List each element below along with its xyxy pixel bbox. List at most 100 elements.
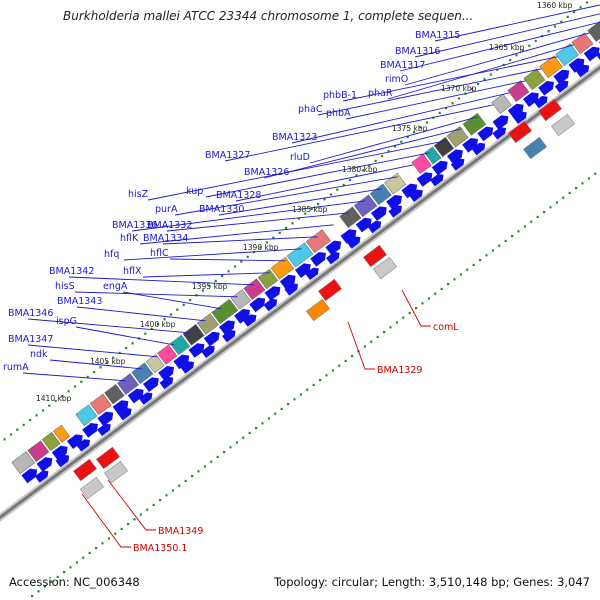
tick-dot: [325, 374, 328, 377]
tick-dot: [594, 172, 597, 175]
forward-arrow: [97, 411, 114, 427]
forward-arrow: [431, 160, 448, 176]
scale-tick-label: 1395 kbp: [192, 282, 228, 291]
forward-arrow: [127, 388, 144, 404]
forward-gene-arrows: [21, 35, 600, 484]
highlighted-gene-track: [73, 98, 575, 500]
gene-leader: [218, 188, 382, 216]
forward-arrow: [553, 69, 570, 85]
tick-dot: [555, 201, 558, 204]
tick-dot: [235, 441, 238, 444]
gene-label: hfq: [104, 249, 119, 260]
tick-dot: [112, 356, 115, 359]
tick-dot: [246, 255, 249, 258]
tick-dot: [415, 307, 418, 310]
tick-dot: [9, 433, 12, 436]
tick-dot: [280, 407, 283, 410]
tick-dot: [479, 259, 482, 262]
highlighted-gene-label: BMA1329: [377, 365, 422, 376]
scale-tick-label: 1380 kbp: [342, 165, 378, 174]
gene-leader: [139, 224, 334, 245]
forward-arrow: [55, 454, 70, 468]
forward-arrow: [284, 283, 298, 296]
gene-block: [104, 384, 125, 405]
tick-dot: [293, 398, 296, 401]
forward-arrow: [554, 80, 569, 93]
tick-dot: [387, 150, 390, 153]
sequence-summary: Topology: circular; Length: 3,510,148 bp…: [274, 575, 590, 589]
gene-block: [555, 43, 579, 66]
tick-dot: [43, 585, 46, 588]
forward-arrow: [492, 115, 509, 130]
tick-dot: [579, 6, 582, 9]
label-leaders: BMA1315BMA1316BMA1317rimOphaRphbB-1phaCp…: [3, 4, 600, 554]
tick-dot: [99, 366, 102, 369]
gene-label: phbB-1: [323, 90, 357, 101]
gene-block: [369, 183, 392, 206]
highlighted-gene: [508, 120, 532, 144]
forward-arrow: [401, 183, 418, 199]
forward-arrow: [492, 127, 506, 140]
gene-leader: [131, 200, 366, 232]
tick-dot: [229, 446, 232, 449]
gene-label: purA: [155, 204, 178, 215]
tick-dot: [278, 231, 281, 234]
tick-dot: [178, 484, 181, 487]
forward-arrow: [242, 314, 257, 327]
tick-dot: [131, 342, 134, 345]
tick-dot: [363, 345, 366, 348]
gene-block: [411, 153, 432, 174]
forward-arrow: [203, 331, 220, 347]
forward-arrow: [409, 189, 423, 202]
gene-block: [75, 404, 98, 426]
tick-dot: [80, 380, 83, 383]
highlighted-gene: [306, 298, 330, 322]
gene-label: rluD: [290, 152, 310, 163]
highlighted-gene: [80, 476, 104, 500]
tick-dot: [37, 590, 40, 593]
tick-dot: [120, 527, 123, 530]
tick-dot: [528, 44, 531, 47]
gene-label: BMA1326: [244, 167, 289, 178]
tick-dot: [419, 126, 422, 129]
forward-arrow: [416, 172, 433, 187]
tick-dot: [48, 404, 51, 407]
forward-arrow: [507, 103, 524, 119]
tick-dot: [438, 111, 441, 114]
tick-dot: [171, 489, 174, 492]
tick-dot: [73, 385, 76, 388]
gene-block: [11, 451, 35, 474]
gene-label: ispG: [56, 316, 77, 327]
tick-dot: [233, 265, 236, 268]
forward-arrow: [138, 392, 153, 405]
gene-leader: [404, 32, 590, 86]
tick-dot: [585, 1, 588, 4]
tick-dot: [227, 270, 230, 273]
gene-label: BMA1323: [272, 132, 317, 143]
forward-arrow: [346, 236, 361, 249]
tick-dot: [214, 279, 217, 282]
forward-arrow: [82, 422, 98, 438]
gene-label: BMA1336: [112, 220, 157, 231]
forward-arrow: [294, 263, 311, 278]
tick-dot: [152, 503, 155, 506]
tick-dot: [208, 284, 211, 287]
map-title: Burkholderia mallei ATCC 23344 chromosom…: [63, 9, 474, 23]
forward-arrow: [534, 95, 548, 109]
tick-dot: [509, 59, 512, 62]
tick-dot: [408, 311, 411, 314]
forward-arrow: [325, 240, 342, 256]
tick-dot: [491, 249, 494, 252]
forward-arrow: [370, 206, 387, 221]
tick-dot: [306, 388, 309, 391]
scale-tick-label: 1360 kbp: [537, 1, 573, 10]
tick-dot: [203, 465, 206, 468]
tick-dot: [67, 390, 70, 393]
tick-dot: [344, 359, 347, 362]
forward-arrow: [462, 137, 478, 153]
tick-dot: [573, 11, 576, 14]
tick-dot: [144, 332, 147, 335]
tick-dot: [370, 340, 373, 343]
scale-tick-label: 1370 kbp: [441, 84, 477, 93]
